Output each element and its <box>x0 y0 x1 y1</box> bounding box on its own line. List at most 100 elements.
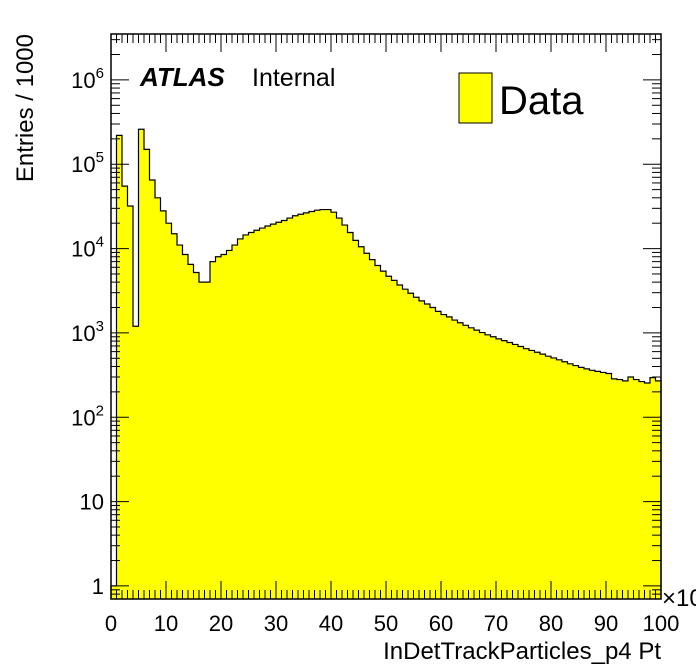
histogram-bar <box>182 254 189 600</box>
histogram-bar <box>243 234 249 599</box>
y-tick-label: 104 <box>71 234 104 262</box>
histogram-bar <box>446 316 453 599</box>
histogram-bar <box>479 332 486 599</box>
histogram-bar <box>622 380 629 599</box>
y-axis-ticks: 1 10 102 103 104 105 106 <box>71 39 661 600</box>
status-label: Internal <box>252 64 335 92</box>
histogram-bar <box>265 226 271 600</box>
histogram-bar <box>270 224 277 600</box>
histogram-bar <box>325 209 332 599</box>
x-tick-label: 60 <box>429 611 453 636</box>
histogram-bar <box>386 276 392 599</box>
histogram-bar <box>408 293 414 599</box>
histogram-bar <box>490 336 497 599</box>
legend: Data <box>458 72 584 124</box>
x-tick-label: 50 <box>374 611 398 636</box>
histogram-bar <box>573 365 579 599</box>
histogram-bar <box>545 356 552 599</box>
histogram-bar <box>155 197 161 599</box>
histogram-bar <box>248 232 255 599</box>
histogram-bar <box>380 271 387 599</box>
x-axis-multiplier: ×10 <box>662 585 696 612</box>
histogram-bar <box>287 218 293 599</box>
histogram-bar <box>281 220 288 599</box>
histogram-bar <box>188 264 194 599</box>
histogram-bar <box>215 256 222 599</box>
histogram-bar <box>259 228 266 600</box>
histogram-bar <box>578 367 585 599</box>
histogram-bar <box>298 214 304 600</box>
histogram-bar <box>309 211 315 599</box>
histogram-bar <box>457 322 464 599</box>
histogram-bars <box>111 129 662 600</box>
histogram-bar <box>353 240 359 599</box>
histogram-bar <box>556 359 563 599</box>
histogram-bar <box>204 282 211 599</box>
histogram-bar <box>413 297 420 599</box>
x-tick-label: 10 <box>154 611 178 636</box>
histogram-bar <box>419 300 425 599</box>
histogram-bar <box>166 223 172 600</box>
histogram-bar <box>540 354 546 599</box>
histogram-bar <box>523 348 530 599</box>
histogram-bar <box>133 326 139 599</box>
histogram-bar <box>441 314 447 599</box>
histogram-bar <box>347 232 354 599</box>
histogram-bar <box>600 372 607 599</box>
histogram-bar <box>397 284 403 599</box>
histogram-outline <box>110 128 662 599</box>
histogram-bar <box>199 282 205 599</box>
histogram-bar <box>314 210 321 599</box>
histogram-bar <box>589 370 596 599</box>
histogram-bar <box>303 212 310 599</box>
histogram-bar <box>424 304 431 599</box>
histogram-bar <box>567 363 574 599</box>
x-tick-label: 0 <box>105 611 117 636</box>
histogram-bar <box>485 334 491 599</box>
histogram-bar <box>435 311 442 599</box>
histogram-bar <box>474 330 480 599</box>
histogram-bar <box>606 373 612 599</box>
histogram-bar <box>633 379 640 599</box>
histogram-bar <box>116 135 123 599</box>
histogram-bar <box>276 222 282 599</box>
histogram-bar <box>430 307 436 599</box>
histogram-bar <box>628 377 634 599</box>
histogram-bar <box>518 346 524 599</box>
x-tick-label: 90 <box>594 611 618 636</box>
histogram-bar <box>358 246 365 599</box>
histogram-bar <box>468 327 475 599</box>
histogram-bar <box>644 382 651 599</box>
histogram-bar <box>226 250 233 599</box>
histogram-bar <box>292 215 299 599</box>
histogram-bar <box>336 218 343 599</box>
histogram-bar <box>534 352 541 599</box>
histogram-bar <box>611 378 618 599</box>
histogram-bar <box>193 272 200 599</box>
histogram-bar <box>127 205 134 600</box>
x-tick-label: 70 <box>484 611 508 636</box>
histogram-bar <box>232 245 238 599</box>
x-tick-label: 20 <box>209 611 233 636</box>
x-tick-label: 40 <box>319 611 343 636</box>
histogram-bar <box>342 225 348 599</box>
histogram-bar <box>584 368 590 599</box>
histogram-bar <box>144 149 150 600</box>
histogram-bar <box>595 371 601 599</box>
histogram-bar <box>375 265 381 599</box>
y-tick-label: 102 <box>71 402 104 430</box>
histogram-bar <box>221 254 227 600</box>
histogram-bar <box>111 585 117 599</box>
histogram-bar <box>177 245 183 599</box>
histogram-bar <box>171 233 178 599</box>
histogram-bar <box>160 210 167 599</box>
x-tick-label: 30 <box>264 611 288 636</box>
histogram-bar <box>138 129 145 599</box>
histogram-bar <box>639 381 645 599</box>
histogram-bar <box>529 350 535 599</box>
histogram-bar <box>402 289 409 599</box>
histogram-bar <box>369 259 376 599</box>
x-tick-label: 100 <box>643 611 680 636</box>
legend-swatch <box>458 72 493 124</box>
histogram-bar <box>496 338 502 599</box>
